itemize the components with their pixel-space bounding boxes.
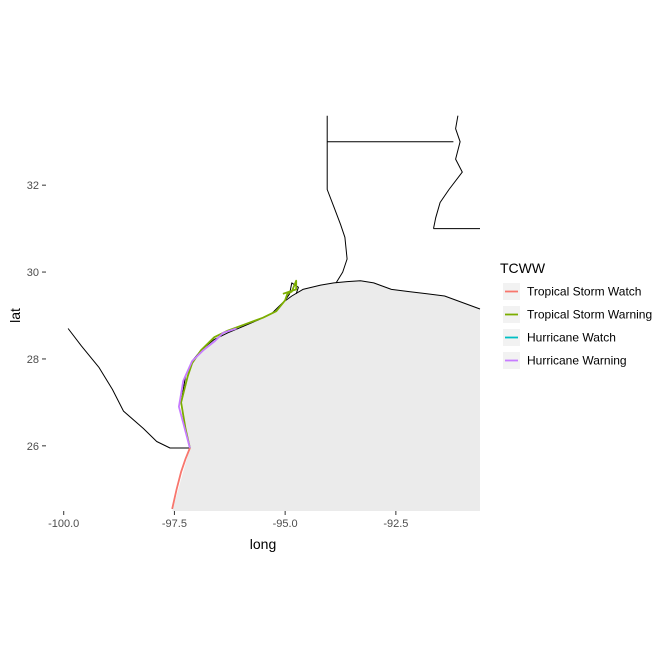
y-tick-label: 26 (27, 441, 39, 453)
legend-label: Hurricane Warning (527, 354, 627, 368)
series-line-1 (180, 279, 298, 449)
map-outline-sabine-river (326, 115, 348, 284)
y-tick-label: 28 (27, 354, 39, 366)
legend-label: Tropical Storm Warning (527, 308, 652, 322)
series-line-0 (171, 447, 191, 509)
x-axis-title: long (250, 536, 276, 552)
legend-title: TCWW (500, 260, 546, 276)
x-tick-label: -95.0 (273, 518, 298, 530)
ocean-fill (172, 280, 480, 511)
x-tick-label: -92.5 (383, 518, 408, 530)
x-tick-label: -100.0 (48, 518, 79, 530)
map-outline-miss-river (433, 115, 463, 229)
legend-label: Hurricane Watch (527, 331, 616, 345)
series-line-3 (177, 327, 237, 449)
y-tick-label: 30 (27, 267, 39, 279)
x-tick-label: -97.5 (162, 518, 187, 530)
series-lines (171, 279, 298, 509)
axis-ticks: -100.0 -97.5 -95.0 -92.5 26 28 30 32 (27, 180, 409, 530)
y-axis-title: lat (7, 308, 23, 323)
legend-label: Tropical Storm Watch (527, 285, 641, 299)
y-tick-label: 32 (27, 180, 39, 192)
legend: TCWW Tropical Storm Watch Tropical Storm … (500, 260, 652, 369)
map-outline-galveston-bay (284, 282, 299, 301)
